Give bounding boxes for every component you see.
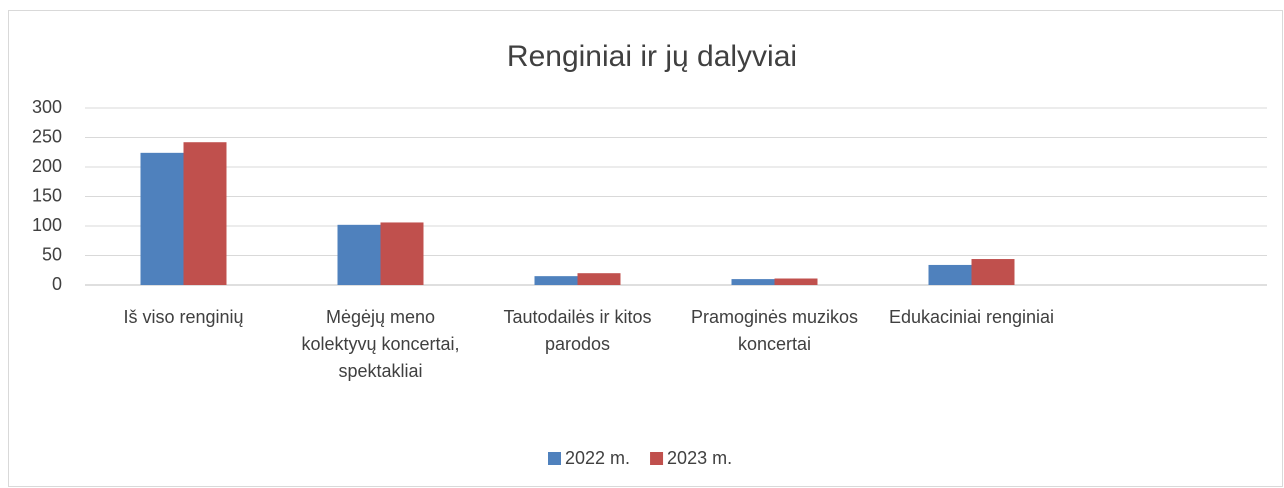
y-tick-label: 250 <box>32 126 62 146</box>
x-tick-label: Iš viso renginių <box>123 307 243 327</box>
y-tick-label: 150 <box>32 185 62 205</box>
chart-title: Renginiai ir jų dalyviai <box>507 40 797 73</box>
bar <box>183 142 227 285</box>
bar <box>140 152 184 285</box>
x-tick-label: Tautodailės ir kitos parodos <box>503 307 651 354</box>
y-tick-label: 100 <box>32 215 62 235</box>
bar <box>731 279 775 285</box>
y-tick-label: 200 <box>32 156 62 176</box>
bar <box>928 264 972 285</box>
bar <box>774 278 818 285</box>
bar <box>337 224 381 285</box>
legend-label: 2023 m. <box>667 448 732 468</box>
y-tick-label: 300 <box>32 97 62 117</box>
bar <box>380 222 424 285</box>
legend-label: 2022 m. <box>565 448 630 468</box>
bar <box>534 276 578 285</box>
y-tick-label: 50 <box>42 244 62 264</box>
y-tick-label: 0 <box>52 274 62 294</box>
x-tick-label: Mėgėjų meno kolektyvų koncertai, spektakli… <box>301 307 459 381</box>
bar <box>971 259 1015 285</box>
legend-swatch <box>548 452 561 465</box>
legend-swatch <box>650 452 664 465</box>
bar <box>577 273 621 285</box>
x-tick-label: Edukaciniai renginiai <box>889 307 1054 327</box>
x-tick-label: Pramoginės muzikos koncertai <box>691 307 858 354</box>
